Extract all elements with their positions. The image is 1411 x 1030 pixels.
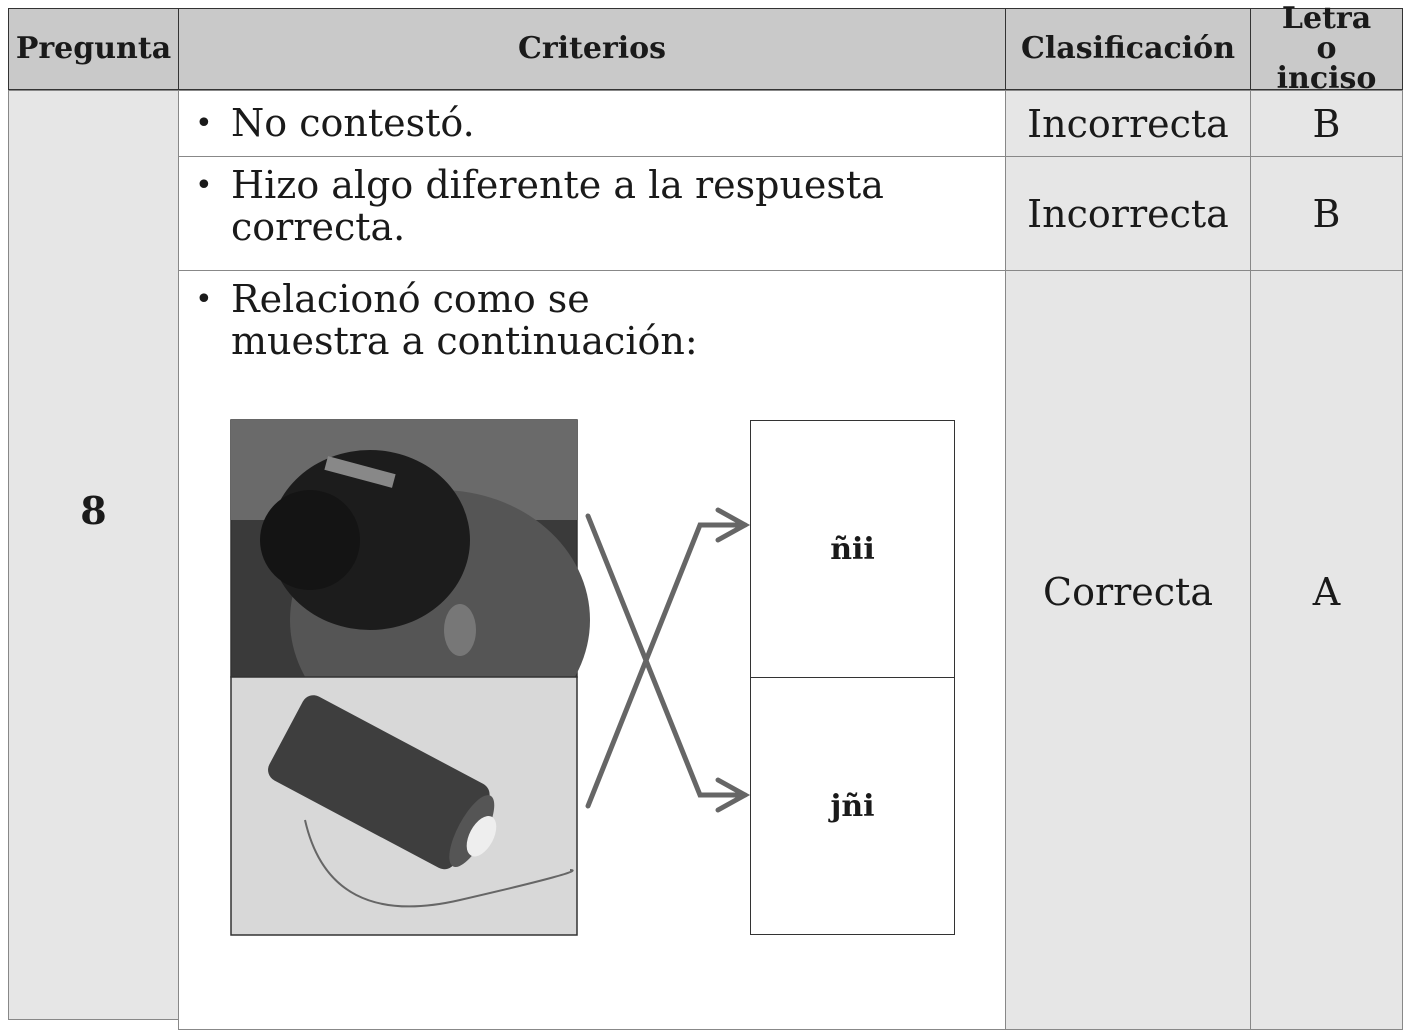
bun [260, 490, 360, 590]
class-text: Correcta [1043, 570, 1213, 614]
ear [444, 604, 476, 656]
question-text: 8 [80, 487, 107, 533]
spool [268, 695, 497, 870]
letter-text: A [1312, 570, 1341, 614]
letter-cell: B [1250, 90, 1403, 157]
letter-cell: A [1250, 270, 1403, 1030]
letter-cell: B [1250, 156, 1403, 271]
criterion-cell: • No contestó. [178, 90, 1006, 157]
bullet: • [195, 106, 213, 141]
comb [324, 456, 396, 488]
criterion-cell: • Hizo algo diferente a la respuesta corr… [178, 156, 1006, 271]
criterion: No contestó. [231, 100, 475, 145]
header-cell: Letra o inciso [1250, 4, 1403, 94]
criterion: Relacionó como se muestra a continuación… [231, 277, 698, 363]
header-cell: Pregunta [8, 8, 179, 92]
arrows [585, 507, 751, 813]
class-cell: Incorrecta [1005, 156, 1251, 271]
bullet: • [195, 168, 213, 203]
class-cell: Correcta [1005, 270, 1251, 1030]
criterion: Hizo algo diferente a la respuesta corre… [231, 163, 884, 249]
thread [304, 819, 574, 908]
word-box: ñii [750, 420, 955, 678]
header-cell: Clasificación [1005, 8, 1251, 92]
class-cell: Incorrecta [1005, 90, 1251, 157]
word-box: jñi [750, 677, 955, 935]
bullet: • [195, 282, 213, 317]
